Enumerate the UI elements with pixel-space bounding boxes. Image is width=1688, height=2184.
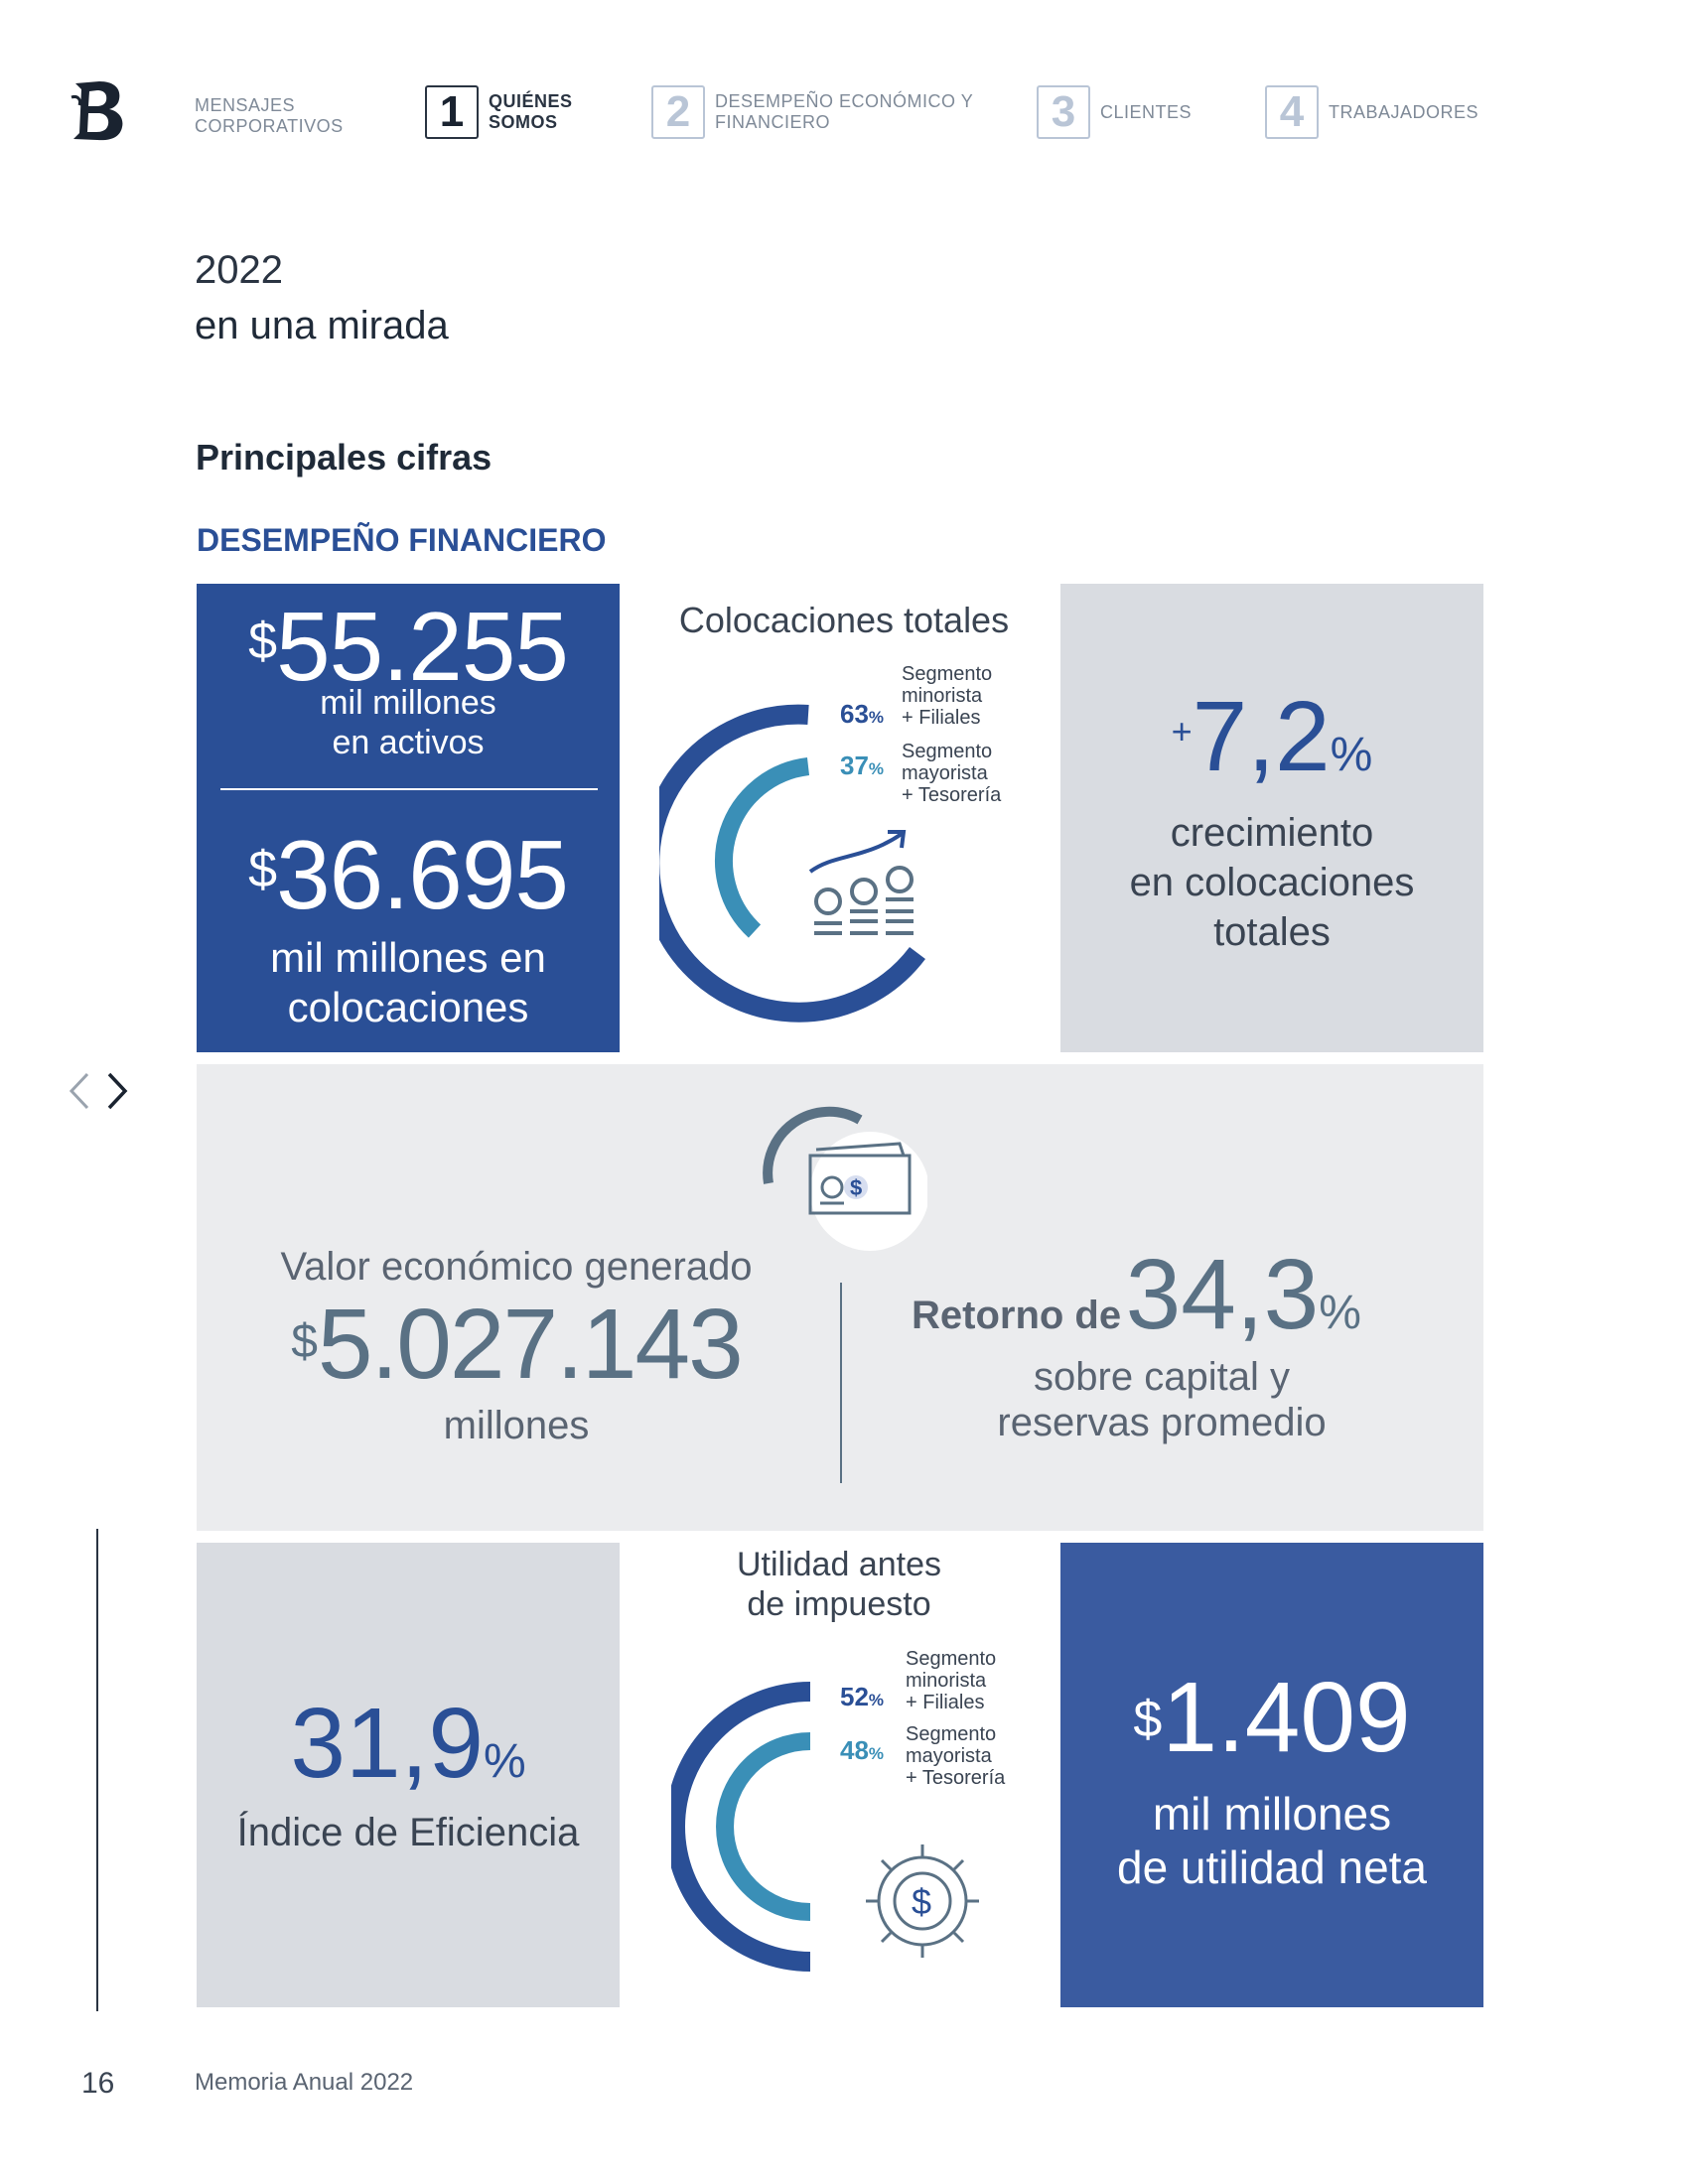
colocaciones-totales-title: Colocaciones totales (678, 600, 1010, 640)
page-year: 2022 (195, 248, 283, 292)
chevron-right-icon[interactable] (101, 1068, 131, 1114)
crecimiento-line3: totales (1213, 910, 1331, 954)
utilidad-neta-value: $1.409 (1133, 1662, 1411, 1773)
subsection-heading: DESEMPEÑO FINANCIERO (197, 522, 607, 558)
money-icon: $ (759, 1092, 929, 1253)
valor-economico-value: $5.027.143 (291, 1289, 744, 1400)
colocaciones-seg2-pct: 37% (840, 751, 885, 780)
colocaciones-value: $36.695 (248, 820, 569, 929)
utilidad-neta-line1: mil millones (1152, 1788, 1392, 1840)
activos-line1: mil millones (320, 684, 496, 722)
bank-logo[interactable] (70, 77, 127, 143)
dollar-target-icon: $ (860, 1839, 985, 1964)
nav-number-1[interactable]: 1 (425, 85, 479, 139)
page-number: 16 (81, 2067, 115, 2100)
retorno-line2: reservas promedio (997, 1401, 1327, 1444)
utilidad-seg1-label: Segmento minorista + Filiales (906, 1648, 997, 1713)
nav-number-2[interactable]: 2 (651, 85, 705, 139)
nav-number-4[interactable]: 4 (1265, 85, 1319, 139)
footer-title: Memoria Anual 2022 (195, 2069, 414, 2096)
colocaciones-seg1-label: Segmento minorista + Filiales (902, 663, 993, 729)
divider (220, 788, 598, 790)
retorno-value: Retorno de 34,3% (912, 1239, 1361, 1350)
valor-economico-unit: millones (443, 1404, 590, 1447)
retorno-line1: sobre capital y (1034, 1355, 1290, 1399)
crecimiento-line2: en colocaciones (1129, 861, 1415, 904)
utilidad-antes-title: Utilidad antes de impuesto (736, 1546, 941, 1623)
utilidad-seg1-pct: 52% (840, 1682, 885, 1711)
page-subtitle: en una mirada (195, 304, 449, 347)
nav-mensajes-corporativos[interactable]: MENSAJES CORPORATIVOS (195, 95, 344, 136)
nav-quienes-somos[interactable]: QUIÉNES SOMOS (489, 91, 573, 132)
eficiencia-label: Índice de Eficiencia (236, 1811, 580, 1854)
eficiencia-panel: 31,9% Índice de Eficiencia (197, 1543, 620, 2007)
svg-text:$: $ (850, 1175, 862, 1200)
coins-growth-icon (804, 824, 927, 943)
svg-text:$: $ (912, 1881, 931, 1922)
utilidad-neta-line2: de utilidad neta (1116, 1842, 1428, 1893)
nav-trabajadores[interactable]: TRABAJADORES (1329, 102, 1479, 122)
crecimiento-line1: crecimiento (1170, 811, 1374, 855)
nav-desempeno-economico[interactable]: DESEMPEÑO ECONÓMICO Y FINANCIERO (715, 91, 973, 132)
crecimiento-panel: +7,2% crecimiento en colocaciones totale… (1060, 584, 1483, 1052)
colocaciones-seg2-label: Segmento mayorista + Tesorería (902, 741, 1002, 806)
colocaciones-line1: mil millones en (270, 934, 546, 981)
utilidad-donut (665, 1674, 949, 1981)
utilidad-seg2-pct: 48% (840, 1735, 885, 1765)
divider-vertical (840, 1283, 842, 1483)
section-heading: Principales cifras (196, 437, 492, 478)
crecimiento-value: +7,2% (1171, 681, 1373, 792)
nav-number-3[interactable]: 3 (1037, 85, 1090, 139)
activos-line2: en activos (332, 724, 485, 761)
colocaciones-line2: colocaciones (287, 984, 529, 1030)
colocaciones-donut (639, 695, 957, 1023)
nav-clientes[interactable]: CLIENTES (1100, 102, 1193, 122)
chevron-left-icon[interactable] (66, 1068, 95, 1114)
activos-value: $55.255 (248, 592, 569, 701)
utilidad-neta-panel: $1.409 mil millones de utilidad neta (1060, 1543, 1483, 2007)
valor-economico-label: Valor económico generado (280, 1245, 753, 1289)
activos-colocaciones-panel: $55.255 mil millones en activos $36.695 … (197, 584, 620, 1052)
eficiencia-value: 31,9% (290, 1688, 526, 1799)
utilidad-seg2-label: Segmento mayorista + Tesorería (906, 1723, 1006, 1789)
colocaciones-seg1-pct: 63% (840, 699, 885, 729)
margin-rule (96, 1529, 98, 2011)
page-arrows (66, 1068, 135, 1114)
